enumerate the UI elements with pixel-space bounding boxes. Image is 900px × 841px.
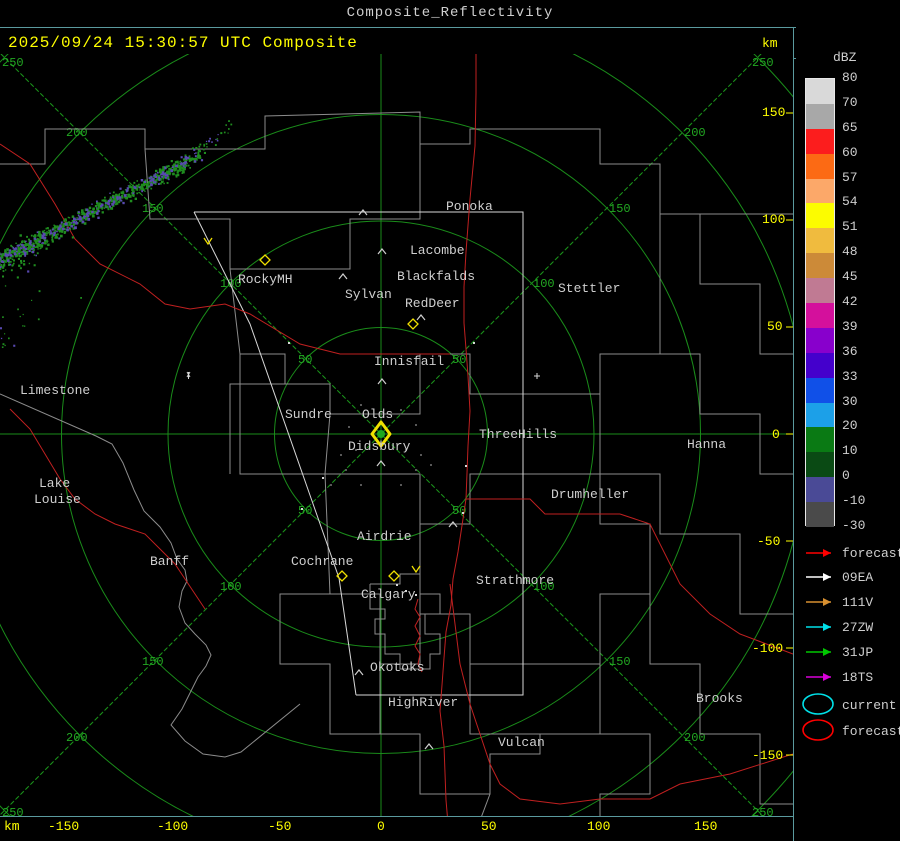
svg-text:Innisfail: Innisfail xyxy=(374,354,444,369)
svg-text:250: 250 xyxy=(2,56,24,70)
svg-text:200: 200 xyxy=(66,126,88,140)
svg-text:Calgary: Calgary xyxy=(361,587,416,602)
svg-text:Ponoka: Ponoka xyxy=(446,199,493,214)
svg-text:Lacombe: Lacombe xyxy=(410,243,465,258)
svg-text:Strathmore: Strathmore xyxy=(476,573,554,588)
svg-text:200: 200 xyxy=(66,731,88,745)
svg-text:Hanna: Hanna xyxy=(687,437,726,452)
svg-text:18TS: 18TS xyxy=(842,670,873,685)
svg-text:Didsbury: Didsbury xyxy=(348,439,411,454)
svg-text:forecast: forecast xyxy=(842,546,900,561)
svg-text:Sylvan: Sylvan xyxy=(345,287,392,302)
svg-text:RockyMH: RockyMH xyxy=(238,272,293,287)
svg-text:111V: 111V xyxy=(842,595,873,610)
svg-text:Louise: Louise xyxy=(34,492,81,507)
svg-text:200: 200 xyxy=(684,126,706,140)
svg-text:HighRiver: HighRiver xyxy=(388,695,458,710)
svg-text:250: 250 xyxy=(752,56,774,70)
svg-text:100: 100 xyxy=(533,277,555,291)
svg-text:100: 100 xyxy=(220,580,242,594)
svg-text:Okotoks: Okotoks xyxy=(370,660,425,675)
svg-text:Olds: Olds xyxy=(362,407,393,422)
svg-text:Brooks: Brooks xyxy=(696,691,743,706)
svg-text:RedDeer: RedDeer xyxy=(405,296,460,311)
svg-text:150: 150 xyxy=(609,202,631,216)
svg-text:current: current xyxy=(842,698,897,713)
svg-text:150: 150 xyxy=(142,655,164,669)
svg-text:forecast: forecast xyxy=(842,724,900,739)
svg-text:09EA: 09EA xyxy=(842,570,873,585)
svg-text:Stettler: Stettler xyxy=(558,281,620,296)
svg-text:31JP: 31JP xyxy=(842,645,873,660)
svg-text:50: 50 xyxy=(298,504,312,518)
svg-text:150: 150 xyxy=(142,202,164,216)
svg-text:ThreeHills: ThreeHills xyxy=(479,427,557,442)
svg-text:27ZW: 27ZW xyxy=(842,620,873,635)
svg-text:Cochrane: Cochrane xyxy=(291,554,353,569)
svg-text:50: 50 xyxy=(452,353,466,367)
svg-text:150: 150 xyxy=(609,655,631,669)
svg-text:Vulcan: Vulcan xyxy=(498,735,545,750)
svg-text:200: 200 xyxy=(684,731,706,745)
svg-text:250: 250 xyxy=(2,806,24,816)
svg-text:Banff: Banff xyxy=(150,554,189,569)
svg-text:50: 50 xyxy=(298,353,312,367)
svg-text:Lake: Lake xyxy=(39,476,70,491)
svg-text:Airdrie: Airdrie xyxy=(357,529,412,544)
svg-text:Limestone: Limestone xyxy=(20,383,90,398)
svg-text:Drumheller: Drumheller xyxy=(551,487,629,502)
svg-text:Sundre: Sundre xyxy=(285,407,332,422)
svg-text:Blackfalds: Blackfalds xyxy=(397,269,475,284)
svg-text:250: 250 xyxy=(752,806,774,816)
